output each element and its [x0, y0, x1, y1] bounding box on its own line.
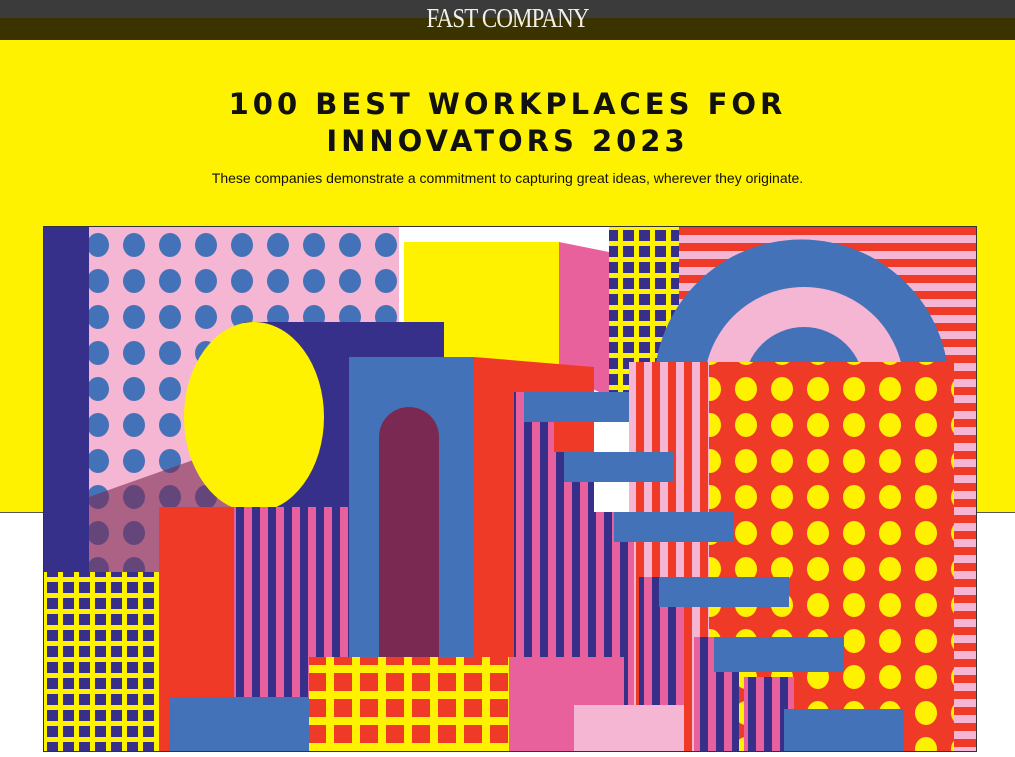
top-bar: FAST COMPANY: [0, 0, 1015, 40]
hero-illustration: [43, 226, 977, 752]
page-title: 100 BEST WORKPLACES FOR INNOVATORS 2023: [0, 86, 1015, 160]
geometric-buildings-illustration: [44, 227, 976, 751]
title-line-2: INNOVATORS 2023: [326, 124, 689, 158]
page-subtitle: These companies demonstrate a commitment…: [211, 170, 804, 186]
fast-company-logo[interactable]: FAST COMPANY: [426, 3, 589, 33]
title-line-1: 100 BEST WORKPLACES FOR: [228, 87, 787, 121]
